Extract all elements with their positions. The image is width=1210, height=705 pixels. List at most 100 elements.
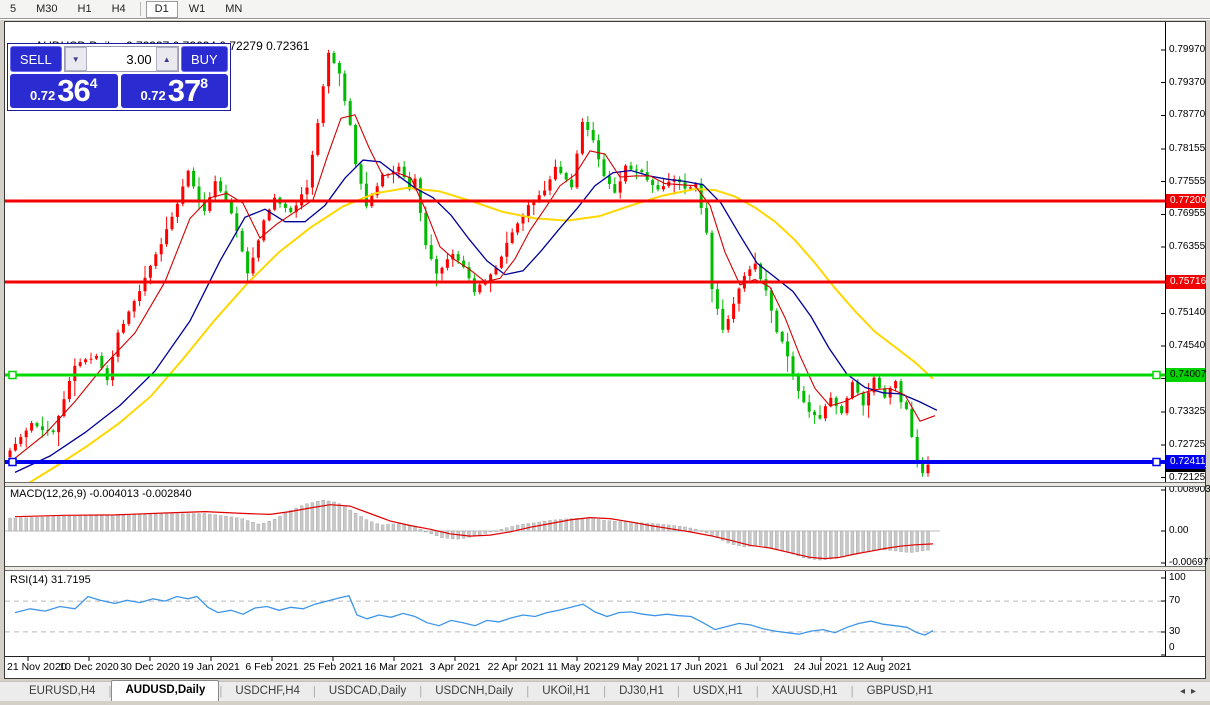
tab-separator: | <box>676 686 680 698</box>
date-tick-label: 24 Jul 2021 <box>793 661 849 673</box>
date-axis-separator <box>5 656 1205 657</box>
tab-separator: | <box>603 686 607 698</box>
date-tick-label: 19 Jan 2021 <box>182 661 240 673</box>
date-tick-label: 6 Jul 2021 <box>735 661 785 673</box>
tab-separator: | <box>526 686 530 698</box>
one-click-trading-panel: SELL ▼ ▲ BUY 0.72 36 4 0.72 37 8 <box>7 43 231 111</box>
buy-price-big: 37 <box>167 73 201 108</box>
buy-price-small: 0.72 <box>140 88 166 103</box>
chart-tab-gbpusd-h1[interactable]: GBPUSD,H1 <box>866 685 934 697</box>
volume-input[interactable] <box>86 47 156 71</box>
price-tick-label: 0.78770 <box>1169 109 1206 121</box>
date-tick-label: 29 May 2021 <box>607 661 669 673</box>
rsi-tick-label: 0 <box>1169 642 1175 653</box>
tab-separator: | <box>312 686 316 698</box>
price-tick-label: 0.72125 <box>1169 471 1206 483</box>
ma_fast-line <box>14 114 936 459</box>
chart-tab-eurusd-h4[interactable]: EURUSD,H4 <box>29 685 96 697</box>
timeframe-toolbar: 5 M30 H1 H4 D1 W1 MN <box>0 0 1210 19</box>
tab-separator: | <box>219 686 223 698</box>
volume-decrease-button[interactable]: ▼ <box>64 47 87 71</box>
timeframe-button-h4[interactable]: H4 <box>111 2 126 15</box>
line-handle[interactable] <box>1152 457 1161 467</box>
rsi-tick-label: 30 <box>1169 625 1181 637</box>
line-handle[interactable] <box>8 370 17 380</box>
chart-tab-xauusd-h1[interactable]: XAUUSD,H1 <box>771 685 838 697</box>
price-tick-label: 0.72725 <box>1169 438 1206 450</box>
rsi-label: RSI(14) 31.7195 <box>10 574 91 586</box>
date-tick-label: 12 Aug 2021 <box>852 661 912 673</box>
chart-tab-audusd-daily[interactable]: AUDUSD,Daily <box>111 680 220 701</box>
tab-separator: | <box>419 686 423 698</box>
macd-panel <box>5 500 940 561</box>
tab-separator: | <box>108 686 112 698</box>
timeframe-button-5[interactable]: 5 <box>10 2 17 15</box>
macd-tick-label: 0.008903 <box>1169 483 1210 495</box>
price-tick-label: 0.73325 <box>1169 406 1206 418</box>
line-handle[interactable] <box>8 457 17 467</box>
timeframe-button-mn[interactable]: MN <box>225 2 243 15</box>
rsi-panel <box>5 594 1165 636</box>
rsi-tick-label: 100 <box>1169 572 1186 583</box>
horizontal-lines[interactable] <box>5 199 1165 467</box>
macd-splitter[interactable] <box>5 482 1205 487</box>
buy-price-box[interactable]: 0.72 37 8 <box>120 73 228 108</box>
price-tick-label: 0.79970 <box>1169 44 1206 56</box>
price-tick-label: 0.74540 <box>1169 339 1206 351</box>
macd-label: MACD(12,26,9) -0.004013 -0.002840 <box>10 488 192 500</box>
line-price-label: 0.74007 <box>1166 368 1206 382</box>
sell-button[interactable]: SELL <box>10 46 62 72</box>
chart-tab-usdx-h1[interactable]: USDX,H1 <box>692 685 743 697</box>
chart-tab-usdcnh-daily[interactable]: USDCNH,Daily <box>435 685 514 697</box>
timeframe-button-d1[interactable]: D1 <box>145 0 178 18</box>
tab-separator: | <box>755 686 759 698</box>
date-tick-label: 10 Dec 2020 <box>59 661 119 673</box>
sell-price-small: 0.72 <box>29 88 56 103</box>
toolbar-divider <box>139 2 141 16</box>
date-tick-label: 6 Feb 2021 <box>245 661 299 673</box>
chart-tab-bar: EURUSD,H4 | AUDUSD,Daily | USDCHF,H4 | USDCAD,… <box>0 680 1210 701</box>
chart-tab-usdchf-h4[interactable]: USDCHF,H4 <box>235 685 300 697</box>
line-price-label: 0.75716 <box>1166 274 1206 289</box>
price-tick-label: 0.78155 <box>1169 142 1206 154</box>
chart-canvas[interactable] <box>5 22 1203 676</box>
chart-tab-dj30-h1[interactable]: DJ30,H1 <box>619 685 664 697</box>
date-tick-label: 3 Apr 2021 <box>429 661 481 673</box>
price-tick-label: 0.75140 <box>1169 307 1206 319</box>
chart-window: ▲AUDUSD,Daily0.72337 0.72634 0.72279 0.7… <box>4 21 1210 679</box>
price-tick-label: 0.79370 <box>1169 76 1206 88</box>
volume-increase-button[interactable]: ▲ <box>155 47 178 71</box>
ma_slow-line <box>28 186 934 482</box>
sell-price-box[interactable]: 0.72 36 4 <box>10 74 118 108</box>
line-price-label: 0.72411 <box>1166 454 1205 469</box>
date-tick-label: 30 Dec 2020 <box>120 661 180 673</box>
candles-series <box>8 49 938 482</box>
macd-signal-line <box>14 504 934 560</box>
chart-tab-usdcad-daily[interactable]: USDCAD,Daily <box>328 685 407 697</box>
price-tick-label: 0.76355 <box>1169 241 1206 253</box>
date-tick-label: 17 Jun 2021 <box>670 661 728 673</box>
price-tick-label: 0.77555 <box>1169 175 1206 187</box>
volume-spinner: ▼ ▲ <box>63 46 179 72</box>
buy-button[interactable]: BUY <box>180 46 228 72</box>
macd-tick-label: 0.00 <box>1169 525 1189 536</box>
line-price-label: 0.77200 <box>1166 194 1206 208</box>
chart-tab-ukoil-h1[interactable]: UKOil,H1 <box>542 685 591 697</box>
price-tick-label: 0.76955 <box>1169 208 1206 220</box>
tab-separator: | <box>850 686 854 698</box>
date-tick-label: 11 May 2021 <box>547 661 607 673</box>
rsi-splitter[interactable] <box>5 566 1205 571</box>
sell-price-big: 36 <box>57 73 90 108</box>
timeframe-button-h1[interactable]: H1 <box>77 2 92 15</box>
timeframe-button-w1[interactable]: W1 <box>188 2 206 15</box>
date-tick-label: 25 Feb 2021 <box>303 661 363 673</box>
ma_mid-line <box>14 159 938 473</box>
macd-tick-label: -0.006977 <box>1169 557 1210 569</box>
buy-price-sup: 8 <box>200 75 209 91</box>
tab-scroll-arrows[interactable]: ◂▸ <box>1179 686 1202 697</box>
rsi-tick-label: 70 <box>1169 595 1181 607</box>
line-handle[interactable] <box>1152 370 1161 380</box>
date-tick-label: 21 Nov 2020 <box>7 661 67 673</box>
timeframe-button-m30[interactable]: M30 <box>36 2 58 15</box>
